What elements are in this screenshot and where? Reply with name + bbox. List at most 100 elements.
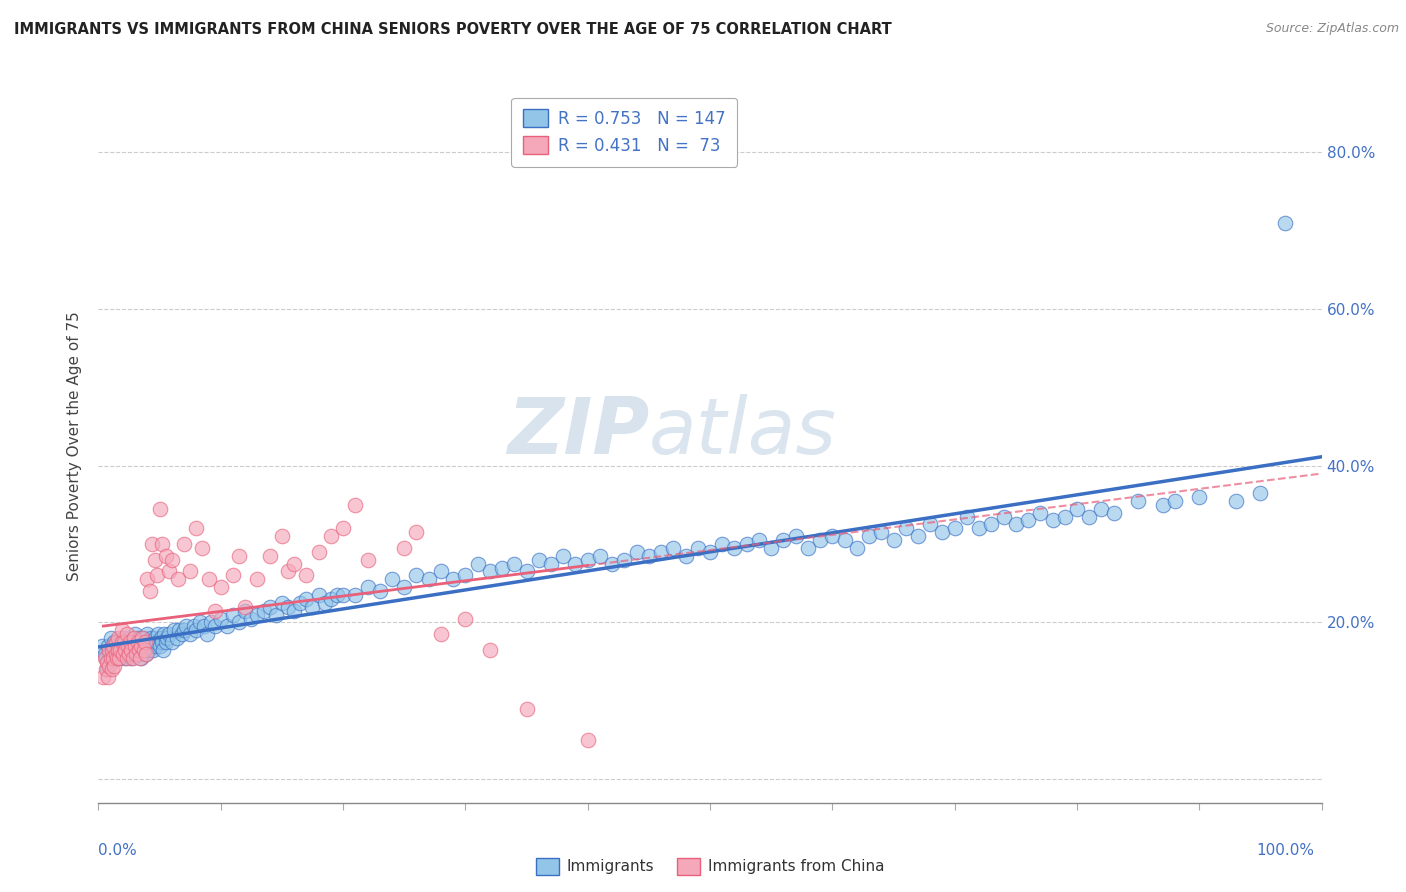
Point: [124, 639, 146, 653]
Point: [160, 552, 183, 566]
Point: [103, 647, 125, 661]
Point: [699, 545, 721, 559]
Point: [115, 650, 138, 665]
Point: [761, 541, 783, 555]
Point: [441, 572, 464, 586]
Point: [170, 627, 193, 641]
Point: [98, 647, 121, 661]
Point: [122, 631, 145, 645]
Point: [145, 639, 167, 653]
Point: [103, 658, 125, 673]
Point: [110, 643, 132, 657]
Point: [118, 643, 141, 657]
Point: [967, 521, 990, 535]
Point: [103, 635, 125, 649]
Point: [356, 552, 378, 566]
Point: [1128, 494, 1150, 508]
Point: [153, 627, 176, 641]
Point: [108, 650, 131, 665]
Point: [209, 611, 232, 625]
Point: [122, 647, 145, 661]
Point: [120, 639, 142, 653]
Text: atlas: atlas: [650, 393, 837, 470]
Point: [576, 733, 599, 747]
Point: [173, 537, 195, 551]
Point: [128, 643, 150, 657]
Point: [136, 572, 159, 586]
Text: 100.0%: 100.0%: [1257, 843, 1315, 858]
Point: [124, 639, 146, 653]
Point: [135, 647, 157, 661]
Point: [125, 643, 148, 657]
Point: [141, 635, 163, 649]
Point: [97, 655, 120, 669]
Point: [515, 565, 537, 579]
Point: [138, 643, 160, 657]
Point: [1249, 486, 1271, 500]
Point: [157, 565, 180, 579]
Point: [290, 596, 312, 610]
Point: [405, 568, 427, 582]
Point: [1164, 494, 1187, 508]
Point: [101, 643, 124, 657]
Point: [1102, 506, 1125, 520]
Point: [956, 509, 979, 524]
Point: [186, 624, 208, 638]
Point: [204, 619, 226, 633]
Point: [101, 663, 124, 677]
Point: [136, 627, 159, 641]
Point: [105, 635, 128, 649]
Point: [870, 525, 893, 540]
Point: [183, 619, 205, 633]
Point: [94, 663, 117, 677]
Point: [308, 588, 330, 602]
Point: [907, 529, 929, 543]
Point: [1066, 501, 1088, 516]
Point: [283, 604, 305, 618]
Point: [111, 631, 134, 645]
Point: [980, 517, 1002, 532]
Point: [246, 607, 269, 622]
Point: [167, 624, 190, 638]
Point: [141, 537, 163, 551]
Point: [259, 549, 281, 563]
Point: [1053, 509, 1076, 524]
Point: [139, 584, 162, 599]
Point: [100, 631, 122, 645]
Point: [107, 647, 129, 661]
Point: [100, 650, 122, 665]
Point: [319, 591, 342, 606]
Point: [277, 565, 299, 579]
Point: [155, 635, 177, 649]
Point: [1188, 490, 1211, 504]
Point: [392, 541, 416, 555]
Point: [173, 624, 195, 638]
Point: [114, 635, 136, 649]
Point: [111, 635, 134, 649]
Point: [101, 650, 124, 665]
Point: [129, 650, 152, 665]
Point: [515, 702, 537, 716]
Point: [166, 631, 188, 645]
Text: ZIP: ZIP: [506, 393, 650, 470]
Point: [131, 643, 153, 657]
Point: [96, 655, 118, 669]
Point: [808, 533, 831, 547]
Point: [993, 509, 1015, 524]
Point: [797, 541, 820, 555]
Point: [156, 631, 179, 645]
Point: [845, 541, 868, 555]
Point: [111, 647, 134, 661]
Point: [186, 521, 208, 535]
Point: [270, 529, 294, 543]
Point: [148, 627, 170, 641]
Point: [392, 580, 416, 594]
Point: [179, 565, 201, 579]
Point: [368, 584, 391, 599]
Point: [1090, 501, 1112, 516]
Point: [98, 658, 121, 673]
Point: [146, 635, 169, 649]
Point: [155, 549, 177, 563]
Point: [120, 650, 142, 665]
Point: [152, 643, 174, 657]
